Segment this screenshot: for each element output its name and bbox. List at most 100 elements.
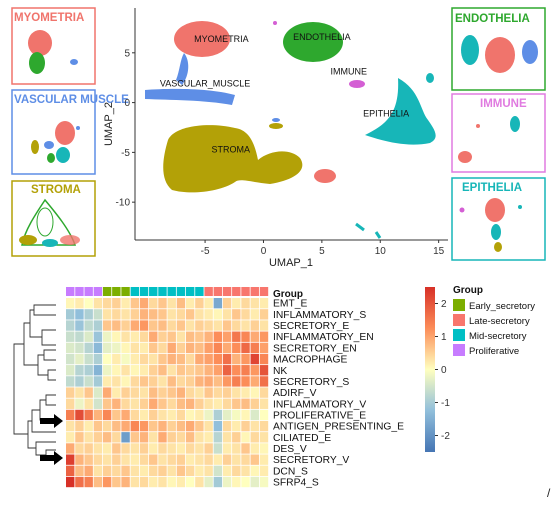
heatmap-cell bbox=[112, 465, 121, 477]
heatmap-cell bbox=[130, 342, 140, 354]
group-annotation-cell bbox=[75, 287, 84, 296]
umap-cluster-labels: MYOMETRIA ENDOTHELIA IMMUNE VASCULAR_MUSCLE… bbox=[160, 32, 409, 155]
group-annotation-cell bbox=[195, 287, 204, 296]
group-annotation-cell bbox=[222, 287, 232, 296]
heatmap-cell bbox=[139, 454, 149, 465]
heatmap-cell bbox=[66, 443, 75, 454]
group-annotation-cell bbox=[93, 287, 103, 296]
heatmap-cell bbox=[232, 342, 241, 354]
heatmap-cell bbox=[167, 365, 176, 376]
heatmap-cell bbox=[176, 298, 186, 309]
heatmap-cell bbox=[158, 420, 167, 432]
inset-panel-stroma: STROMA bbox=[11, 180, 96, 257]
heatmap-cell bbox=[176, 465, 186, 477]
heatmap-cell bbox=[102, 353, 112, 365]
heatmap-cells bbox=[66, 298, 269, 488]
heatmap-cell bbox=[93, 331, 103, 342]
heatmap-cell bbox=[158, 398, 167, 409]
colorbar-tick-label: -2 bbox=[441, 431, 450, 442]
heatmap-cell bbox=[232, 387, 241, 398]
group-annotation-cell bbox=[250, 287, 259, 296]
heatmap-cell bbox=[130, 365, 140, 376]
heatmap-cell bbox=[75, 465, 84, 477]
heatmap-cell bbox=[241, 331, 250, 342]
heatmap-cell bbox=[139, 376, 149, 387]
row-label: DES_V bbox=[273, 444, 307, 455]
heatmap-cell bbox=[66, 465, 75, 477]
heatmap-cell bbox=[204, 365, 213, 376]
inset-panel-epithelia: EPITHELIA bbox=[451, 177, 546, 261]
heatmap-cell bbox=[195, 365, 204, 376]
umap-ticks: -5 0 5 10 15 5 0 -5 -10 bbox=[116, 48, 445, 257]
heatmap-cell bbox=[84, 443, 93, 454]
heatmap-cell bbox=[195, 376, 204, 387]
heatmap-cell bbox=[213, 387, 223, 398]
heatmap-cell bbox=[139, 365, 149, 376]
row-label: INFLAMMATORY_S bbox=[273, 310, 366, 321]
heatmap-cell bbox=[139, 387, 149, 398]
heatmap-cell bbox=[149, 353, 158, 365]
heatmap-cell bbox=[259, 476, 269, 488]
heatmap-cell bbox=[259, 331, 269, 342]
heatmap-cell bbox=[195, 443, 204, 454]
row-label: MACROPHAGE bbox=[273, 355, 348, 366]
heatmap-cell bbox=[93, 376, 103, 387]
heatmap-cell bbox=[232, 454, 241, 465]
heatmap-cell bbox=[176, 376, 186, 387]
group-annotation-cell bbox=[185, 287, 195, 296]
heatmap-cell bbox=[213, 309, 223, 320]
heatmap-cell bbox=[121, 309, 130, 320]
heatmap-cell bbox=[149, 398, 158, 409]
legend-swatch bbox=[453, 344, 465, 356]
heatmap-cell bbox=[176, 353, 186, 365]
heatmap-cell bbox=[130, 331, 140, 342]
heatmap-cell bbox=[185, 443, 195, 454]
heatmap-cell bbox=[195, 476, 204, 488]
heatmap-cell bbox=[250, 353, 259, 365]
heatmap-cell bbox=[112, 387, 121, 398]
heatmap-cell bbox=[149, 432, 158, 443]
heatmap-cell bbox=[213, 353, 223, 365]
heatmap-cell bbox=[250, 409, 259, 421]
heatmap-cell bbox=[66, 320, 75, 331]
heatmap-cell bbox=[84, 331, 93, 342]
heatmap-cell bbox=[213, 342, 223, 354]
cluster-label: VASCULAR_MUSCLE bbox=[160, 79, 250, 89]
heatmap-cell bbox=[93, 365, 103, 376]
heatmap-cell bbox=[241, 443, 250, 454]
heatmap-cell bbox=[176, 331, 186, 342]
heatmap-cell bbox=[139, 342, 149, 354]
heatmap-cell bbox=[75, 342, 84, 354]
group-annotation-cell bbox=[167, 287, 176, 296]
heatmap-cell bbox=[167, 309, 176, 320]
cluster-label: EPITHELIA bbox=[363, 109, 409, 119]
heatmap-cell bbox=[84, 454, 93, 465]
heatmap-cell bbox=[112, 331, 121, 342]
heatmap-cell bbox=[167, 331, 176, 342]
group-annotation-cell bbox=[158, 287, 167, 296]
heatmap-cell bbox=[130, 309, 140, 320]
heatmap-cell bbox=[75, 420, 84, 432]
group-legend: Group Early_secretory Late-secretory Mid-s… bbox=[453, 285, 535, 357]
heatmap-cell bbox=[259, 353, 269, 365]
umap-plot: -5 0 5 10 15 5 0 -5 -10 MYOMETRIA ENDOTHELIA IMMUN… bbox=[103, 8, 448, 269]
heatmap-cell bbox=[176, 476, 186, 488]
heatmap-cell bbox=[213, 409, 223, 421]
umap-y-axis-title: UMAP_2 bbox=[103, 102, 115, 146]
heatmap-cell bbox=[158, 476, 167, 488]
heatmap-cell bbox=[84, 320, 93, 331]
heatmap-cell bbox=[121, 454, 130, 465]
heatmap-cell bbox=[232, 420, 241, 432]
heatmap-cell bbox=[250, 420, 259, 432]
heatmap-cell bbox=[241, 298, 250, 309]
heatmap-cell bbox=[93, 398, 103, 409]
heatmap-cell bbox=[204, 454, 213, 465]
heatmap-cell bbox=[66, 353, 75, 365]
heatmap-cell bbox=[250, 309, 259, 320]
heatmap-cell bbox=[130, 376, 140, 387]
heatmap-cell bbox=[195, 409, 204, 421]
heatmap-cell bbox=[102, 298, 112, 309]
heatmap-cell bbox=[139, 465, 149, 477]
heatmap-cell bbox=[167, 432, 176, 443]
heatmap-cell bbox=[213, 443, 223, 454]
